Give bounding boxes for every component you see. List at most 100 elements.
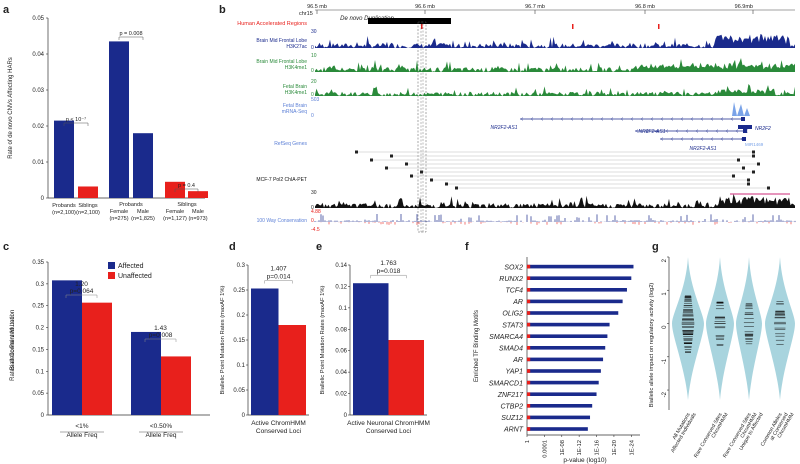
panel-label-b: b	[219, 4, 226, 16]
track-zero: 0	[311, 218, 314, 224]
y-tick-label: 0	[41, 196, 45, 202]
panel-label-e: e	[316, 241, 323, 253]
bracket	[370, 274, 407, 279]
y-tick-label: 0.02	[335, 392, 347, 398]
gene-arrow	[720, 117, 724, 121]
gene-arrow	[655, 129, 659, 133]
y-tick-label: 0	[662, 325, 668, 329]
x-label: Active ChromHMM	[251, 420, 306, 427]
gene-arrow	[695, 129, 699, 133]
track-scale: -4.5	[311, 227, 320, 233]
y-axis-label: Rates at Conserved Loci	[10, 315, 16, 381]
y-tick-label: 0.14	[335, 263, 347, 269]
gene-arrow	[530, 117, 534, 121]
gene-arrow	[610, 117, 614, 121]
x-tick-label: 1E-16	[595, 440, 601, 455]
y-tick-label: 0.03	[32, 88, 44, 94]
gene-arrow	[730, 137, 734, 141]
gene-arrow	[675, 129, 679, 133]
y-tick-label: 0.02	[32, 124, 44, 130]
bar-motif-background	[527, 288, 531, 292]
x-label-n: (n=2,100)	[76, 210, 100, 216]
bar-motif	[527, 392, 597, 396]
y-tick-label: 0.2	[36, 326, 45, 332]
bar-motif	[527, 404, 593, 408]
y-tick-label: 0.15	[32, 347, 44, 353]
track-label: Fetal Brain	[283, 84, 307, 90]
motif-label: TCF4	[506, 288, 524, 295]
duplication-bar	[368, 18, 451, 24]
chiapet-anchor	[355, 150, 358, 154]
y-tick-label: 0.05	[233, 388, 245, 394]
chiapet-anchor	[445, 182, 448, 186]
y-tick-label: 0.04	[335, 370, 347, 376]
gene-arrow	[520, 117, 524, 121]
chiapet-anchor	[752, 150, 755, 154]
x-label-n: (n=1,825)	[131, 216, 155, 222]
track-zero: 0	[311, 92, 314, 98]
bar-motif	[527, 346, 606, 350]
bracket	[118, 36, 144, 40]
y-tick-label: 0.1	[237, 363, 246, 369]
chiapet-anchor	[385, 166, 388, 170]
gene-arrow	[685, 129, 689, 133]
track-label: mRNA-Seq	[282, 109, 308, 115]
group-header: Siblings	[177, 202, 197, 208]
gene-arrow	[560, 117, 564, 121]
y-tick-label: 0.05	[32, 391, 44, 397]
gene-arrow	[730, 117, 734, 121]
bar-motif	[527, 288, 627, 292]
bar	[82, 302, 112, 415]
x-label: Conserved Loci	[256, 428, 301, 435]
gene-nr2f2	[738, 125, 752, 129]
bar-affected	[251, 288, 279, 415]
ratio-label: 1.20	[75, 281, 88, 288]
legend-label-affected: Affected	[118, 263, 144, 270]
position-label: 96.7 mb	[525, 4, 545, 10]
bar-unaffected	[278, 325, 306, 415]
bar-motif	[527, 322, 610, 327]
bar	[52, 280, 82, 415]
violin	[765, 257, 795, 401]
legend-swatch-affected	[108, 262, 115, 269]
gene-arrow	[640, 117, 644, 121]
chart-f: Enriched TF Binding Motifs SOX2 RUNX2 TCF4 A…	[474, 257, 640, 464]
y-tick-label: 0.06	[335, 349, 347, 355]
gene-arrow	[725, 129, 729, 133]
p-value: p=0.008	[149, 332, 173, 339]
motif-label: SUZ12	[501, 415, 523, 422]
chart-e: 0 0.02 0.04 0.06 0.08 0.1 0.12 0.14 Biallelic Po…	[320, 260, 430, 435]
duplication-label: De novo Duplication	[340, 16, 394, 22]
panel-c: c 0 0.05 0.1 0.15 0.2 0.25 0.3 0.35 Biallelic Po…	[0, 235, 215, 464]
y-tick-label: 0.15	[233, 338, 245, 344]
gene-arrow	[700, 137, 704, 141]
chiapet-anchor	[455, 186, 458, 190]
gene-label: NR2F2-AS1	[491, 125, 518, 131]
bar-motif	[527, 264, 634, 269]
bar	[109, 41, 129, 199]
track-scale: 20	[311, 79, 317, 85]
gene-arrow	[570, 117, 574, 121]
motif-label: CTBP2	[500, 404, 523, 411]
chiapet-anchor	[430, 178, 433, 182]
track-scale: 503	[311, 97, 320, 103]
motif-label: SMARCD1	[489, 380, 523, 387]
bar-motif	[527, 299, 623, 304]
chiapet-anchor	[747, 182, 750, 186]
ratio-label: 1.763	[380, 260, 397, 267]
y-axis-label: Biallelic Point Mutation Rates (maxAF 1%…	[220, 285, 226, 394]
gene-arrow	[600, 117, 604, 121]
motif-label: RUNX2	[499, 276, 523, 283]
y-tick-label: 0.1	[36, 369, 45, 375]
track-label: Brain Mid Frontal Lobe	[256, 38, 307, 44]
y-tick-label: 0.25	[32, 304, 44, 310]
bar-motif-background	[527, 276, 531, 280]
bar	[188, 191, 208, 198]
highlight-box	[420, 21, 424, 233]
bar-motif-background	[527, 264, 531, 269]
track-label: Fetal Brain	[283, 103, 307, 109]
bar-motif	[527, 334, 608, 338]
gene-arrow	[670, 137, 674, 141]
x-tick-label: 1	[525, 440, 531, 443]
gene-arrow	[710, 117, 714, 121]
